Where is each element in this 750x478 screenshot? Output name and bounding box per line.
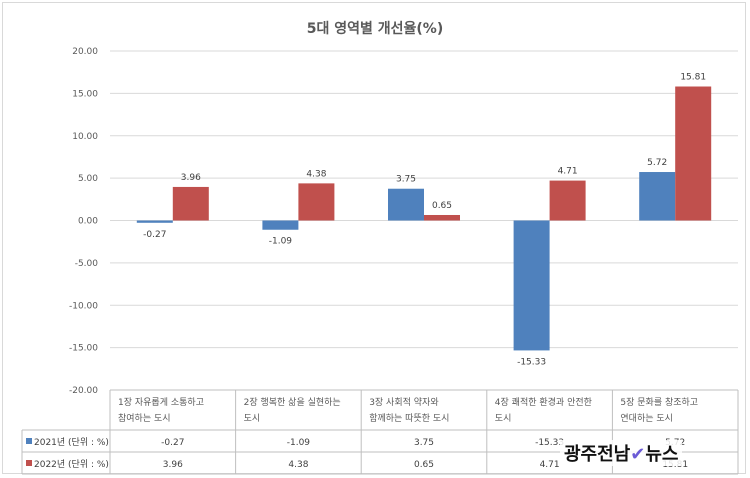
table-value: -0.27 bbox=[161, 438, 184, 448]
y-tick-label: 5.00 bbox=[78, 174, 98, 184]
y-tick-label: 0.00 bbox=[78, 217, 98, 227]
table-value: -15.33 bbox=[535, 438, 564, 448]
legend-label: 2022년 (단위 : %) bbox=[34, 459, 109, 470]
category-label: 도시 bbox=[244, 413, 261, 424]
y-tick-label: -5.00 bbox=[75, 259, 99, 269]
data-label: 15.81 bbox=[680, 73, 706, 83]
data-label: -0.27 bbox=[143, 230, 166, 240]
chart-title: 5대 영역별 개선율(%) bbox=[306, 21, 444, 37]
legend-swatch bbox=[26, 438, 32, 444]
category-label: 2장 행복한 삶을 실현하는 bbox=[244, 396, 341, 408]
watermark-logo: 광주전남✔뉴스 bbox=[560, 440, 683, 466]
y-tick-label: -10.00 bbox=[69, 301, 98, 311]
bar bbox=[136, 220, 173, 223]
table-value: 3.96 bbox=[163, 460, 183, 470]
y-tick-label: 10.00 bbox=[72, 132, 98, 142]
bar bbox=[172, 186, 209, 221]
legend-label: 2021년 (단위 : %) bbox=[34, 437, 109, 448]
bar bbox=[549, 180, 586, 221]
category-label: 1장 자유롭게 소통하고 bbox=[118, 397, 204, 408]
data-label: -15.33 bbox=[517, 357, 546, 367]
check-icon: ✔ bbox=[630, 444, 646, 465]
category-label: 참여하는 도시 bbox=[118, 412, 171, 424]
table-value: -1.09 bbox=[287, 438, 311, 448]
data-label: 3.96 bbox=[181, 173, 201, 183]
category-label: 도시 bbox=[495, 413, 512, 424]
category-label: 연대하는 도시 bbox=[620, 413, 673, 424]
category-label: 함께하는 따뜻한 도시 bbox=[369, 413, 449, 424]
bar bbox=[298, 183, 335, 221]
data-label: 5.72 bbox=[647, 158, 667, 168]
table-value: 0.65 bbox=[414, 460, 434, 470]
bar bbox=[424, 214, 460, 221]
bar bbox=[262, 220, 299, 230]
data-label: -1.09 bbox=[269, 237, 293, 247]
bar bbox=[388, 188, 424, 221]
data-label: 3.75 bbox=[396, 175, 416, 185]
table-value: 4.38 bbox=[288, 460, 308, 470]
y-tick-label: 15.00 bbox=[72, 89, 98, 99]
data-label: 0.65 bbox=[432, 201, 452, 211]
data-label: 4.38 bbox=[306, 169, 326, 179]
category-label: 5장 문화를 창조하고 bbox=[620, 397, 698, 408]
bar bbox=[513, 220, 550, 351]
legend-swatch bbox=[26, 460, 32, 466]
bar bbox=[675, 86, 712, 221]
table-value: 3.75 bbox=[414, 438, 434, 448]
y-tick-label: -20.00 bbox=[69, 386, 98, 396]
data-label: 4.71 bbox=[558, 167, 578, 177]
y-tick-label: -15.00 bbox=[69, 344, 98, 354]
bar bbox=[639, 172, 676, 221]
y-tick-label: 20.00 bbox=[72, 47, 98, 57]
category-label: 3장 사회적 약자와 bbox=[369, 396, 438, 408]
category-label: 4장 쾌적한 환경과 안전한 bbox=[495, 396, 592, 408]
table-value: 4.71 bbox=[540, 460, 560, 470]
